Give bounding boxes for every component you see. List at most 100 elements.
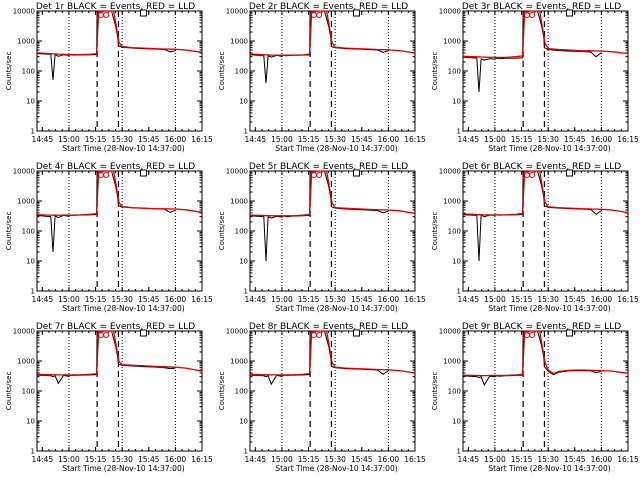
x-axis-label: Start Time (28-Nov-10 14:37:00) <box>275 144 397 153</box>
saturation-marker <box>103 332 110 338</box>
y-tick-label: 10000 <box>226 328 248 336</box>
events-series-line <box>462 170 602 262</box>
y-tick-label: 10 <box>239 418 248 426</box>
x-tick-label: 15:45 <box>351 455 373 464</box>
lightcurve-chart: Det 6r BLACK = Events, RED = LLD 1 10 100 10… <box>431 162 639 313</box>
y-tick-label: 100 <box>22 68 35 76</box>
lld-series-line <box>462 330 629 377</box>
lightcurve-chart: Det 2r BLACK = Events, RED = LLD 1 10 100 10… <box>218 2 426 153</box>
y-tick-label: 1000 <box>230 358 248 366</box>
y-tick-label: 10 <box>239 258 248 266</box>
y-tick-label: 100 <box>235 228 248 236</box>
x-tick-label: 15:45 <box>564 135 586 144</box>
plot-frame <box>249 10 416 132</box>
y-tick-label: 1 <box>457 288 461 296</box>
x-tick-label: 15:00 <box>484 295 506 304</box>
y-tick-label: 10 <box>452 98 461 106</box>
chart-title: Det 5r BLACK = Events, RED = LLD <box>249 162 408 172</box>
y-axis-label: Counts/sec <box>431 372 439 411</box>
events-series-line <box>249 10 389 83</box>
y-tick-label: 1 <box>244 288 248 296</box>
x-tick-label: 14:45 <box>32 455 54 464</box>
y-tick-label: 100 <box>448 68 461 76</box>
y-tick-label: 1000 <box>230 198 248 206</box>
x-tick-label: 15:15 <box>85 135 107 144</box>
y-tick-label: 10 <box>452 258 461 266</box>
y-tick-label: 1 <box>31 448 35 456</box>
saturation-marker <box>316 12 323 18</box>
plot-frame <box>249 330 416 452</box>
chart-title: Det 8r BLACK = Events, RED = LLD <box>249 322 408 332</box>
y-tick-label: 10000 <box>13 328 35 336</box>
x-tick-label: 15:00 <box>58 135 80 144</box>
x-tick-label: 15:45 <box>138 455 160 464</box>
x-tick-label: 15:30 <box>111 295 133 304</box>
x-tick-label: 15:30 <box>537 295 559 304</box>
x-tick-label: 14:45 <box>458 455 480 464</box>
y-tick-label: 1 <box>31 128 35 136</box>
lld-series-line <box>36 330 203 376</box>
x-tick-label: 15:15 <box>298 135 320 144</box>
x-tick-label: 15:15 <box>298 455 320 464</box>
y-tick-label: 10000 <box>226 168 248 176</box>
x-tick-label: 16:15 <box>617 135 639 144</box>
y-tick-label: 10 <box>26 98 35 106</box>
saturation-marker <box>529 172 536 178</box>
x-tick-label: 15:30 <box>324 455 346 464</box>
lld-series-line <box>462 170 629 216</box>
x-tick-label: 15:45 <box>138 295 160 304</box>
x-tick-label: 15:15 <box>298 295 320 304</box>
x-tick-label: 15:15 <box>511 295 533 304</box>
plot-frame <box>249 170 416 292</box>
y-axis-label: Counts/sec <box>431 52 439 91</box>
x-axis-label: Start Time (28-Nov-10 14:37:00) <box>488 304 610 313</box>
lightcurve-chart: Det 3r BLACK = Events, RED = LLD 1 10 100 10… <box>431 2 639 153</box>
x-tick-label: 15:45 <box>351 295 373 304</box>
y-tick-label: 10 <box>239 98 248 106</box>
lld-series-line <box>36 170 203 216</box>
x-axis-label: Start Time (28-Nov-10 14:37:00) <box>62 464 184 473</box>
x-tick-label: 15:30 <box>111 135 133 144</box>
x-tick-label: 16:15 <box>404 135 426 144</box>
y-tick-label: 100 <box>448 228 461 236</box>
lightcurve-chart: Det 8r BLACK = Events, RED = LLD 1 10 100 10… <box>218 322 426 473</box>
x-tick-label: 14:45 <box>32 295 54 304</box>
y-tick-label: 10000 <box>439 328 461 336</box>
lld-series-line <box>462 10 629 59</box>
x-axis-label: Start Time (28-Nov-10 14:37:00) <box>488 144 610 153</box>
x-tick-label: 15:00 <box>484 455 506 464</box>
y-tick-label: 10000 <box>439 8 461 16</box>
y-tick-label: 10000 <box>13 8 35 16</box>
chart-panel: Det 5r BLACK = Events, RED = LLD 1 10 100 10… <box>213 160 426 324</box>
lld-series-line <box>249 330 416 376</box>
lld-series-line <box>36 10 203 56</box>
y-tick-label: 1000 <box>443 198 461 206</box>
chart-panel: Det 9r BLACK = Events, RED = LLD 1 10 100 10… <box>426 320 639 484</box>
x-tick-label: 16:15 <box>191 135 213 144</box>
x-tick-label: 16:15 <box>191 455 213 464</box>
y-axis-label: Counts/sec <box>5 372 13 411</box>
x-tick-label: 15:00 <box>58 295 80 304</box>
y-tick-label: 100 <box>448 388 461 396</box>
plot-frame <box>36 170 203 292</box>
chart-panel: Det 3r BLACK = Events, RED = LLD 1 10 100 10… <box>426 0 639 164</box>
y-tick-label: 10 <box>26 418 35 426</box>
x-tick-label: 16:15 <box>617 295 639 304</box>
x-tick-label: 16:15 <box>404 295 426 304</box>
x-tick-label: 15:45 <box>351 135 373 144</box>
x-tick-label: 16:00 <box>591 295 613 304</box>
y-tick-label: 10 <box>452 418 461 426</box>
x-tick-label: 15:15 <box>511 455 533 464</box>
x-tick-label: 16:15 <box>191 295 213 304</box>
x-tick-label: 16:00 <box>165 455 187 464</box>
events-series-line <box>462 10 602 93</box>
events-series-line <box>36 170 176 253</box>
saturation-marker <box>529 12 536 18</box>
x-axis-label: Start Time (28-Nov-10 14:37:00) <box>62 144 184 153</box>
x-tick-label: 16:00 <box>378 295 400 304</box>
x-tick-label: 15:30 <box>324 135 346 144</box>
attenuator-marker <box>352 9 360 17</box>
x-tick-label: 15:00 <box>58 455 80 464</box>
y-tick-label: 1000 <box>17 358 35 366</box>
chart-panel: Det 2r BLACK = Events, RED = LLD 1 10 100 10… <box>213 0 426 164</box>
